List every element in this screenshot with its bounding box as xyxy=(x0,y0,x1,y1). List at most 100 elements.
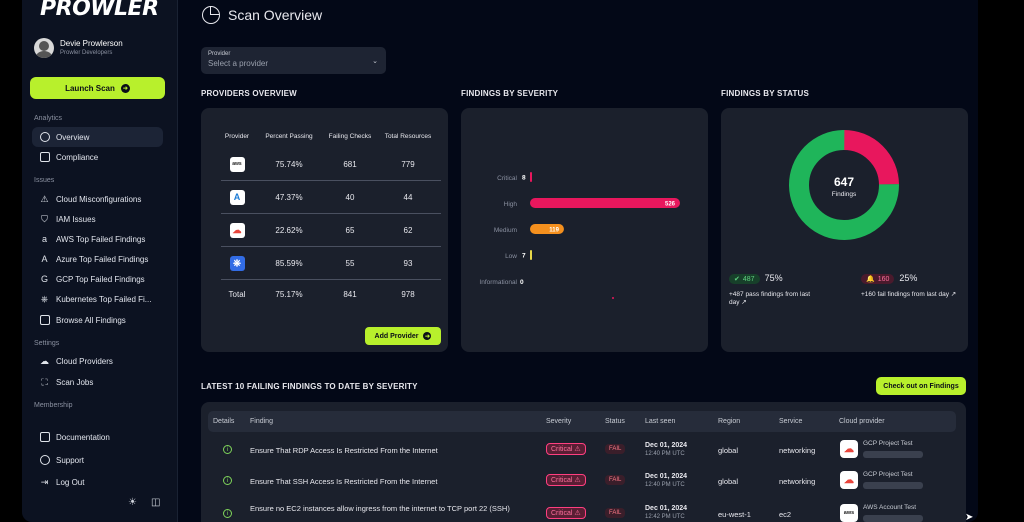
bar-low xyxy=(530,250,532,260)
header-service: Service xyxy=(779,418,803,425)
data-label-low: 7 xyxy=(522,253,526,260)
bar-high xyxy=(530,198,680,208)
failing-checks: 681 xyxy=(343,159,357,169)
section-issues: Issues xyxy=(34,177,55,184)
table-row: aws 75.74% 681 779 xyxy=(221,148,441,181)
sidebar-item-cloud-providers[interactable]: ☁ Cloud Providers xyxy=(32,351,163,371)
trend-up-icon: ↗ xyxy=(741,299,747,306)
fail-note: +160 fail findings from last day ↗ xyxy=(861,291,957,298)
bar-medium xyxy=(530,224,564,234)
section-analytics: Analytics xyxy=(34,115,63,122)
gcp-logo-icon: ☁ xyxy=(840,471,858,489)
launch-scan-button[interactable]: Launch Scan ➜ xyxy=(30,77,165,99)
cloud-provider: GCP Project Test xyxy=(863,440,923,458)
fail-percent: 25% xyxy=(899,273,918,283)
findings-table-header: Details Finding Severity Status Last see… xyxy=(208,411,956,432)
gcp-logo-icon: ☁ xyxy=(840,440,858,458)
user-org: Prowler Developers xyxy=(60,50,113,56)
cloud-provider: AWS Account Test xyxy=(863,504,923,522)
arrow-right-icon: ➜ xyxy=(120,83,130,93)
service: networking xyxy=(779,477,816,486)
warning-icon: ⚠ xyxy=(574,446,581,453)
sidebar-item-azure-findings[interactable]: A Azure Top Failed Findings xyxy=(32,249,163,269)
finding-title: Ensure That RDP Access Is Restricted Fro… xyxy=(250,446,438,455)
sidebar-item-overview[interactable]: Overview xyxy=(32,127,163,147)
data-label-high: 526 xyxy=(665,202,676,208)
info-icon[interactable]: i xyxy=(223,445,232,454)
table-row[interactable]: i Ensure That RDP Access Is Restricted F… xyxy=(208,434,956,464)
scan-icon: ⛶ xyxy=(41,376,48,387)
launch-scan-label: Launch Scan xyxy=(65,83,115,93)
sidebar-item-logout[interactable]: ⇥ Log Out xyxy=(32,472,163,492)
collapse-sidebar-icon[interactable]: ◫ xyxy=(150,497,161,508)
providers-overview-card: Provider Percent Passing Failing Checks … xyxy=(201,108,448,352)
sidebar-item-compliance[interactable]: Compliance xyxy=(32,147,163,167)
sidebar-item-gcp-findings[interactable]: G GCP Top Failed Findings xyxy=(32,269,163,289)
findings-table: Details Finding Severity Status Last see… xyxy=(201,402,966,522)
sidebar-item-support[interactable]: Support xyxy=(32,450,163,470)
percent-passing: 85.59% xyxy=(275,258,303,268)
header-finding: Finding xyxy=(250,418,273,425)
sidebar-item-aws-findings[interactable]: a AWS Top Failed Findings xyxy=(32,229,163,249)
tick-label-critical: Critical xyxy=(497,175,517,182)
info-icon[interactable]: i xyxy=(223,509,232,518)
theme-toggle-icon[interactable]: ☀ xyxy=(128,497,137,508)
sidebar-item-label: Log Out xyxy=(56,477,85,487)
kubernetes-icon: ⎈ xyxy=(40,293,49,304)
add-provider-button[interactable]: Add Provider ➜ xyxy=(365,327,441,345)
sidebar-item-label: Support xyxy=(56,455,85,465)
header-failing: Failing Checks xyxy=(328,132,372,140)
status-badge: FAIL xyxy=(605,508,626,518)
trend-up-icon: ↗ xyxy=(950,291,957,298)
user-profile[interactable]: Devie Prowlerson Prowler Developers xyxy=(34,38,123,58)
sidebar: PROWLER Devie Prowlerson Prowler Develop… xyxy=(22,0,178,522)
list-icon xyxy=(39,315,50,326)
total-resources: 978 xyxy=(401,289,415,299)
table-row[interactable]: i Ensure no EC2 instances allow ingress … xyxy=(208,497,956,522)
sidebar-item-label: IAM Issues xyxy=(56,214,96,224)
cloud-icon: ☁ xyxy=(40,355,49,366)
sidebar-item-label: GCP Top Failed Findings xyxy=(56,274,145,284)
fail-badge: 🔔 160 xyxy=(861,274,895,284)
fail-count: 160 xyxy=(877,275,890,283)
findings-status-title: FINDINGS BY STATUS xyxy=(721,89,810,98)
kubernetes-logo-icon: ⎈ xyxy=(229,255,245,271)
prowler-logo: PROWLER xyxy=(40,0,159,21)
sidebar-item-browse-findings[interactable]: Browse All Findings xyxy=(32,310,163,330)
sidebar-item-label: AWS Top Failed Findings xyxy=(56,234,146,244)
check-out-findings-button[interactable]: Check out on Findings xyxy=(876,377,966,395)
providers-overview-title: PROVIDERS OVERVIEW xyxy=(201,89,297,98)
table-row[interactable]: i Ensure That SSH Access Is Restricted F… xyxy=(208,465,956,495)
bell-icon: 🔔 xyxy=(866,276,875,283)
provider-select-label: Provider xyxy=(208,51,231,57)
section-membership: Membership xyxy=(34,402,73,409)
sidebar-item-documentation[interactable]: Documentation xyxy=(32,427,163,447)
warning-icon: ⚠ xyxy=(574,510,581,517)
providers-table-header: Provider Percent Passing Failing Checks … xyxy=(221,124,441,148)
status-badge: FAIL xyxy=(605,475,626,485)
status-summary: ✔ 487 75% +487 pass findings from last d… xyxy=(729,268,968,307)
sidebar-footer: ☀ ◫ xyxy=(128,497,160,508)
amazon-icon: a xyxy=(41,234,47,244)
status-donut-chart: 647 Findings xyxy=(789,130,899,240)
sidebar-item-label: Documentation xyxy=(56,432,110,442)
header-region: Region xyxy=(718,418,741,425)
finding-title: Ensure That SSH Access Is Restricted Fro… xyxy=(250,477,438,486)
provider-select[interactable]: Provider Select a provider ⌄ xyxy=(201,47,386,74)
pass-badge: ✔ 487 xyxy=(729,274,760,284)
sidebar-item-cloud-misconfigurations[interactable]: ⚠ Cloud Misconfigurations xyxy=(32,189,163,209)
info-icon[interactable]: i xyxy=(223,476,232,485)
findings-severity-card: Critical 8 High 526 Medium 119 Low 7 Information… xyxy=(461,108,708,352)
table-row: ☁ 22.62% 65 62 xyxy=(221,214,441,247)
percent-passing: 47.37% xyxy=(275,192,303,202)
sidebar-item-kubernetes-findings[interactable]: ⎈ Kubernetes Top Failed Fi... xyxy=(32,289,163,309)
total-label: Total xyxy=(228,289,246,299)
finding-title: Ensure no EC2 instances allow ingress fr… xyxy=(250,504,510,513)
sidebar-item-scan-jobs[interactable]: ⛶ Scan Jobs xyxy=(32,372,163,392)
tick-label-medium: Medium xyxy=(494,227,517,234)
region: eu-west-1 xyxy=(718,510,751,519)
status-badge: FAIL xyxy=(605,444,626,454)
table-row: A 47.37% 40 44 xyxy=(221,181,441,214)
sidebar-item-iam-issues[interactable]: ⛉ IAM Issues xyxy=(32,209,163,229)
